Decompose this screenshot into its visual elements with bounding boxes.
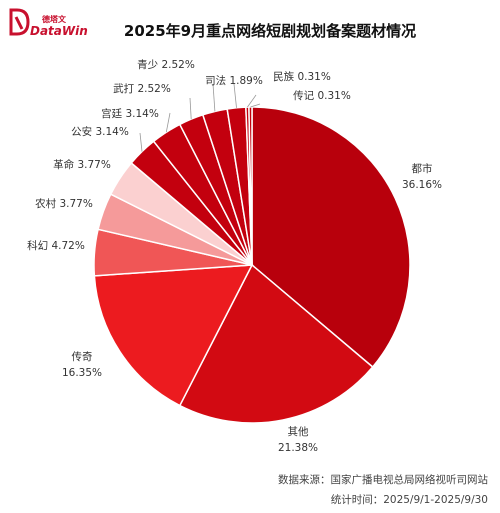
brand-name-en: DataWin: [30, 24, 88, 38]
data-label-公安: 公安 3.14%: [71, 125, 129, 138]
pie-slice-传奇: [93, 264, 254, 407]
data-label-科幻: 科幻 4.72%: [27, 239, 85, 252]
leader-line-传记: [250, 103, 261, 108]
data-label-其他: 其他 21.38%: [278, 425, 318, 454]
data-source: 数据来源：国家广播电视总局网络视听司网站: [278, 474, 488, 486]
category-label: 传奇: [72, 350, 93, 363]
leader-line-宫廷: [165, 112, 171, 133]
data-label-青少: 青少 2.52%: [137, 58, 195, 71]
data-label-司法: 司法 1.89%: [205, 74, 263, 87]
value-label: 21.38%: [278, 442, 318, 454]
pie-slice-都市: [251, 106, 411, 369]
leader-line-武打: [189, 97, 192, 120]
data-label-传记: 传记 0.31%: [293, 90, 351, 102]
data-label-传奇: 传奇 16.35%: [62, 350, 102, 379]
statistics-period: 统计时间：2025/9/1-2025/9/30: [330, 494, 488, 506]
category-label: 都市: [412, 162, 433, 175]
leader-line-青少: [212, 83, 216, 112]
leader-line-公安: [139, 132, 143, 152]
datawin-logo-icon: [9, 8, 30, 36]
leader-line-民族: [247, 94, 257, 108]
data-label-都市: 都市 36.16%: [402, 162, 442, 191]
category-label: 其他: [288, 425, 309, 438]
data-label-革命: 革命 3.77%: [53, 158, 111, 171]
value-label: 16.35%: [62, 367, 102, 379]
data-label-宫廷: 宫廷 3.14%: [101, 107, 159, 120]
brand-name-cn: 德塔文: [42, 15, 66, 24]
leader-line-司法: [233, 83, 237, 108]
pie-slice-传记: [248, 106, 253, 266]
data-label-农村: 农村 3.77%: [35, 197, 93, 210]
brand-logo: 德塔文 DataWin: [8, 8, 88, 42]
value-label: 36.16%: [402, 179, 442, 191]
chart-title: 2025年9月重点网络短剧规划备案题材情况: [123, 22, 417, 40]
data-label-民族: 民族 0.31%: [273, 70, 331, 83]
data-label-武打: 武打 2.52%: [113, 82, 171, 95]
pie-slice-其他: [178, 263, 374, 424]
